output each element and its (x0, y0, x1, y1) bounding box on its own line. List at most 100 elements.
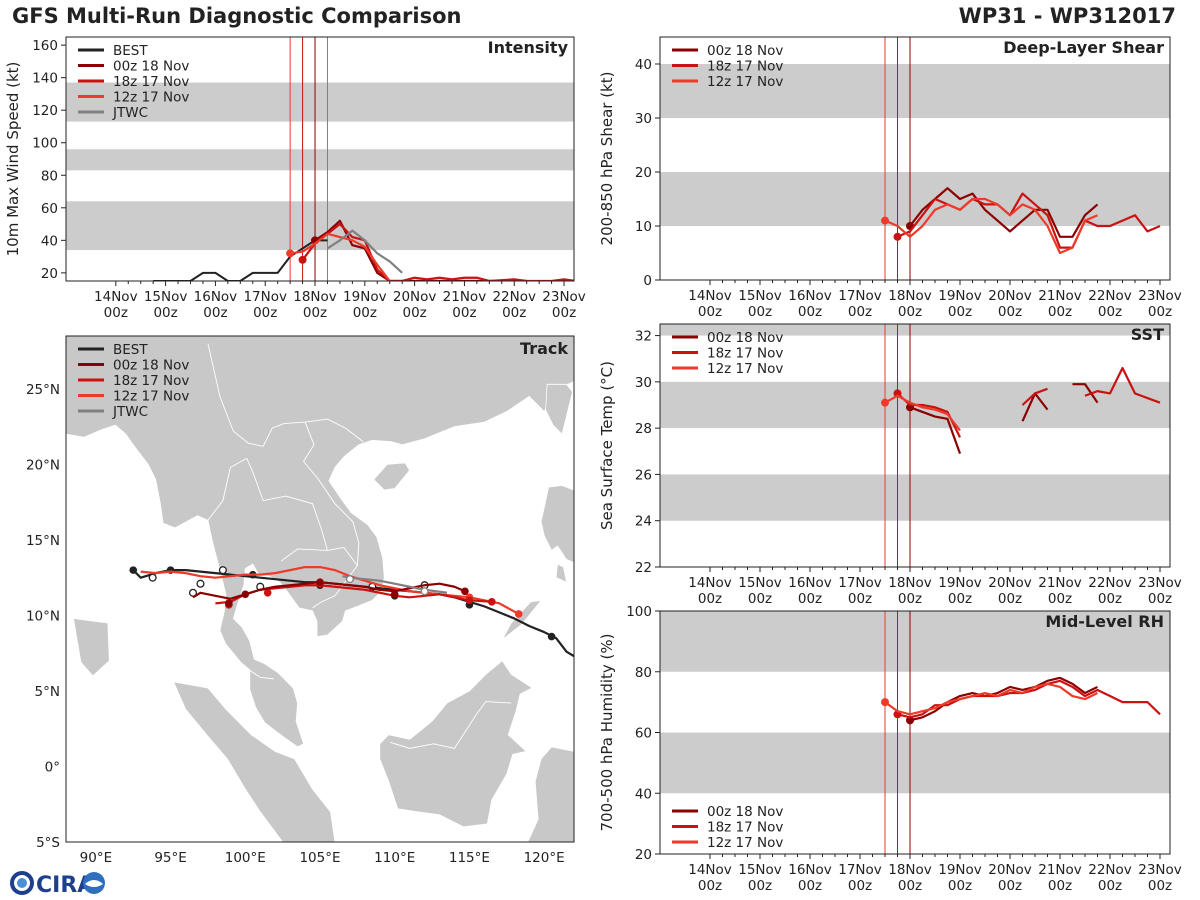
intensity-ytick-label: 40 (41, 233, 58, 249)
sst-xtick-label: 00z (998, 591, 1022, 607)
rh-xtick-label: 00z (1098, 878, 1122, 894)
intensity-xtick-label: 00z (303, 305, 327, 321)
intensity-legend-label-run12z: 12z 17 Nov (113, 90, 189, 106)
shear-xtick-label: 18Nov (888, 288, 932, 304)
track-title: Track (520, 339, 568, 358)
track-dot-best (129, 566, 138, 574)
track-open-dot-best (218, 566, 227, 575)
track-ytick-label: 5°S (36, 835, 60, 851)
intensity-ytick-label: 120 (32, 103, 58, 119)
track-xtick-label: 120°E (524, 850, 565, 866)
intensity-series-run12z-0 (289, 232, 391, 281)
track-dot-best (547, 632, 556, 641)
sst-legend-label-run00z: 00z 18 Nov (707, 330, 783, 346)
rh-series-run00z-0 (909, 676, 1098, 722)
sst-xtick-label: 16Nov (788, 575, 832, 591)
track-ytick-label: 0° (45, 759, 60, 775)
intensity-legend-label-best: BEST (113, 43, 148, 59)
intensity-title: Intensity (488, 38, 569, 57)
track-legend-label-jtwc: JTWC (112, 404, 148, 420)
track-legend-label-run00z: 00z 18 Nov (113, 358, 189, 374)
intensity-legend-label-run00z: 00z 18 Nov (113, 59, 189, 75)
shear-xtick-label: 00z (998, 304, 1022, 320)
track-xtick-label: 110°E (374, 850, 415, 866)
shear-xtick-label: 00z (1148, 304, 1172, 320)
intensity-xtick-label: 17Nov (243, 289, 287, 305)
rh-xtick-label: 00z (698, 878, 722, 894)
shear-legend-label-run18z: 18z 17 Nov (707, 59, 783, 75)
storm-id-title: WP31 - WP312017 (958, 4, 1176, 28)
shear-xtick-label: 00z (698, 304, 722, 320)
track-legend-label-run18z: 18z 17 Nov (113, 373, 189, 389)
shear-legend-label-run00z: 00z 18 Nov (707, 43, 783, 59)
shear-xtick-label: 00z (848, 304, 872, 320)
rh-band-0 (660, 732, 1170, 794)
shear-xtick-label: 00z (1098, 304, 1122, 320)
border-malaysia (246, 667, 274, 680)
intensity-xtick-label: 20Nov (393, 289, 437, 305)
land-island-west (72, 617, 110, 677)
intensity-ytick-label: 20 (41, 266, 58, 282)
sst-ytick-label: 28 (635, 421, 652, 437)
rh-xtick-label: 00z (1148, 878, 1172, 894)
shear-legend-label-run12z: 12z 17 Nov (707, 74, 783, 90)
sst-series-run18z-1 (1021, 387, 1048, 406)
track-ytick-label: 15°N (26, 533, 60, 549)
rh-ylabel: 700-500 hPa Humidity (%) (598, 633, 616, 831)
intensity-xtick-label: 15Nov (144, 289, 188, 305)
intensity-xtick-label: 00z (104, 305, 128, 321)
intensity-xtick-label: 00z (203, 305, 227, 321)
intensity-ytick-label: 140 (32, 71, 58, 87)
sst-xtick-label: 00z (848, 591, 872, 607)
land-borneo (379, 660, 533, 828)
figure-title: GFS Multi-Run Diagnostic Comparison (12, 4, 462, 28)
intensity-series-run00z-0 (314, 219, 527, 281)
sst-xtick-label: 00z (1148, 591, 1172, 607)
sst-xtick-label: 00z (798, 591, 822, 607)
track-xtick-label: 95°E (154, 850, 186, 866)
intensity-xtick-label: 00z (552, 305, 576, 321)
sst-xtick-label: 00z (1048, 591, 1072, 607)
rh-xtick-label: 20Nov (988, 862, 1032, 878)
intensity-xtick-label: 00z (353, 305, 377, 321)
intensity-xtick-label: 00z (253, 305, 277, 321)
land-mindoro (555, 563, 568, 583)
sst-xtick-label: 00z (948, 591, 972, 607)
shear-xtick-label: 19Nov (938, 288, 982, 304)
intensity-ytick-label: 100 (32, 136, 58, 152)
track-ytick-label: 10°N (26, 608, 60, 624)
shear-series-run12z-0 (884, 197, 1098, 255)
border-cambodia (280, 546, 358, 609)
track-dot-run18z (465, 596, 474, 605)
intensity-xtick-label: 22Nov (492, 289, 536, 305)
sst-xtick-label: 00z (748, 591, 772, 607)
intensity-series-run18z-0 (301, 222, 574, 281)
panel-shear: 01020304014Nov00z15Nov00z16Nov00z17Nov00… (598, 36, 1182, 320)
intensity-ytick-label: 80 (41, 168, 58, 184)
shear-xtick-label: 00z (748, 304, 772, 320)
land-palawan (501, 599, 543, 640)
rh-xtick-label: 16Nov (788, 862, 832, 878)
intensity-xtick-label: 21Nov (443, 289, 487, 305)
rh-legend-label-run18z: 18z 17 Nov (707, 820, 783, 836)
intensity-band-2 (66, 82, 574, 122)
sst-ylabel: Sea Surface Temp (°C) (598, 361, 616, 530)
rh-xtick-label: 17Nov (838, 862, 882, 878)
rh-xtick-label: 00z (1048, 878, 1072, 894)
shear-band-1 (660, 64, 1170, 118)
track-legend-label-best: BEST (113, 342, 148, 358)
rh-xtick-label: 19Nov (938, 862, 982, 878)
shear-xtick-label: 16Nov (788, 288, 832, 304)
rh-xtick-label: 00z (898, 878, 922, 894)
sst-xtick-label: 00z (1098, 591, 1122, 607)
sst-xtick-label: 22Nov (1088, 575, 1132, 591)
land-taiwan (545, 383, 573, 435)
rh-xtick-label: 21Nov (1038, 862, 1082, 878)
track-open-dot-best (148, 573, 157, 582)
rh-series-run12z-0 (884, 682, 1098, 716)
intensity-series-jtwc-0 (326, 229, 403, 274)
intensity-legend-label-run18z: 18z 17 Nov (113, 74, 189, 90)
track-ytick-label: 25°N (26, 382, 60, 398)
intensity-band-0 (66, 201, 574, 251)
track-ytick-label: 5°N (35, 684, 60, 700)
